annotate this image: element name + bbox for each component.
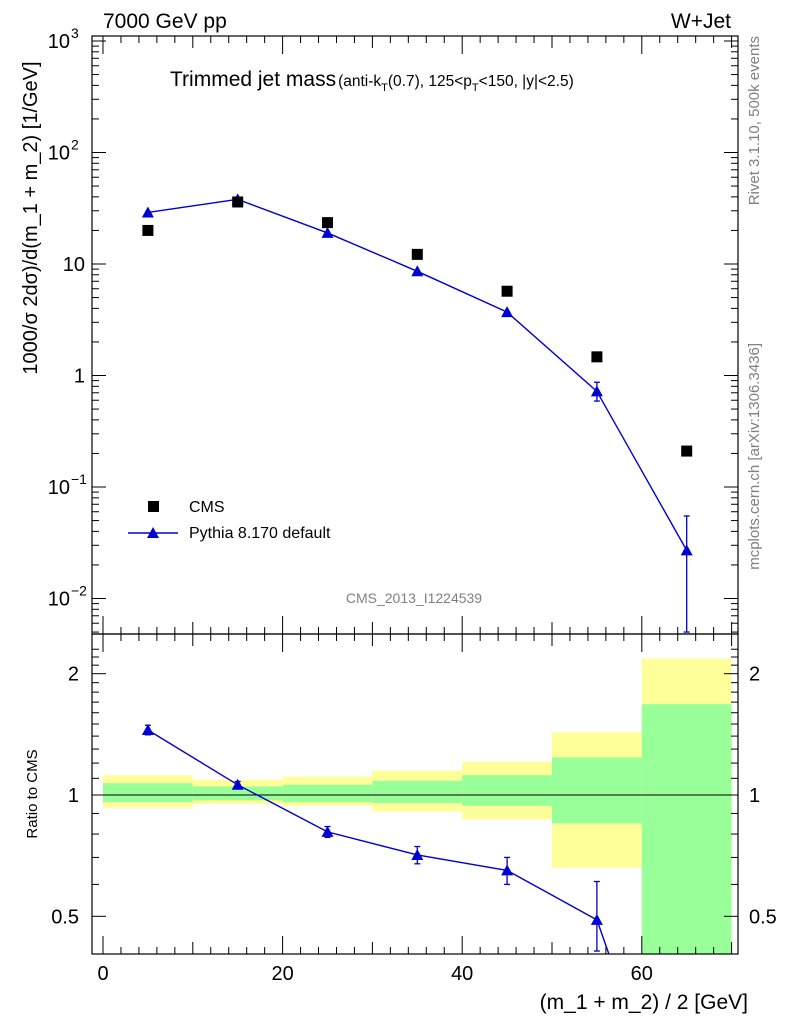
ratio-y-axis-label: Ratio to CMS	[24, 749, 41, 838]
pythia-point	[680, 544, 693, 556]
process-label: W+Jet	[671, 10, 731, 33]
x-tick-label: 0	[97, 963, 108, 985]
ratio-point	[141, 723, 154, 735]
main-y-tick-label-exponent: 2	[71, 137, 79, 153]
main-y-tick-label: 10	[48, 143, 70, 165]
main-y-tick-label: 10	[48, 31, 70, 53]
rivet-version-label: Rivet 3.1.10, 500k events	[746, 36, 763, 205]
ratio-point	[321, 825, 334, 837]
ratio-band-inner	[641, 704, 732, 954]
x-tick-label: 40	[451, 963, 473, 985]
cms-point	[591, 351, 603, 363]
main-y-tick-label-exponent: −1	[71, 471, 87, 487]
pythia-point	[590, 385, 603, 397]
pythia-point	[321, 226, 334, 238]
cms-point	[142, 224, 154, 236]
x-tick-label: 20	[271, 963, 293, 985]
main-y-tick-label-exponent: −2	[71, 583, 87, 599]
ratio-point	[501, 864, 514, 876]
pythia-point	[501, 306, 514, 318]
ratio-y-tick-label-right: 2	[749, 664, 760, 686]
mcplots-reference-label: mcplots.cern.ch [arXiv:1306.3436]	[746, 343, 763, 570]
ratio-y-tick-label-left: 1	[68, 785, 79, 807]
main-y-tick-label: 10	[48, 589, 70, 611]
main-y-axis-label: 1000/σ 2dσ)/d(m_1 + m_2) [1/GeV]	[20, 61, 42, 374]
main-y-tick-label: 10	[63, 254, 85, 276]
ratio-y-tick-label-left: 0.5	[51, 906, 79, 928]
cms-point	[501, 285, 513, 297]
legend-pythia-marker	[147, 527, 159, 538]
ratio-panel-frame	[91, 633, 739, 955]
ratio-y-tick-label-right: 1	[749, 785, 760, 807]
main-y-tick-label: 1	[74, 366, 85, 388]
main-y-tick-label: 10	[48, 477, 70, 499]
legend-cms-marker	[148, 501, 159, 512]
pythia-point	[141, 206, 154, 218]
plot-title: Trimmed jet mass (anti-kT(0.7), 125<pT<15…	[170, 68, 574, 94]
ratio-y-tick-label-right: 0.5	[749, 906, 777, 928]
ratio-band-inner	[103, 783, 193, 803]
ratio-y-tick-label-left: 2	[68, 664, 79, 686]
ratio-band-inner	[462, 775, 552, 806]
ratio-point	[231, 778, 244, 790]
ratio-band-inner	[552, 757, 642, 824]
analysis-id-label: CMS_2013_I1224539	[346, 590, 482, 606]
cms-point	[411, 248, 423, 260]
energy-label: 7000 GeV pp	[103, 10, 227, 33]
ratio-point	[411, 848, 424, 860]
main-y-tick-label-exponent: 3	[71, 25, 79, 41]
legend-cms-label: CMS	[189, 499, 225, 516]
ratio-band-inner	[372, 780, 463, 804]
plot-title-detail: (anti-kT(0.7), 125<pT<150, |y|<2.5)	[338, 73, 574, 94]
ratio-panel-series	[141, 723, 610, 954]
x-axis-label: (m_1 + m_2) / 2 [GeV]	[540, 991, 748, 1014]
legend-pythia-label: Pythia 8.170 default	[189, 525, 331, 542]
main-panel-frame	[91, 35, 739, 635]
legend: CMS Pythia 8.170 default	[128, 499, 331, 542]
main-panel-series	[141, 193, 693, 633]
x-tick-label: 60	[631, 963, 653, 985]
cms-point	[681, 445, 693, 457]
cms-point	[232, 196, 244, 208]
pythia-point	[411, 265, 424, 277]
ratio-band-inner	[282, 784, 373, 803]
ratio-point	[590, 913, 603, 925]
cms-point	[322, 217, 333, 229]
ratio-uncertainty-bands	[103, 658, 732, 954]
